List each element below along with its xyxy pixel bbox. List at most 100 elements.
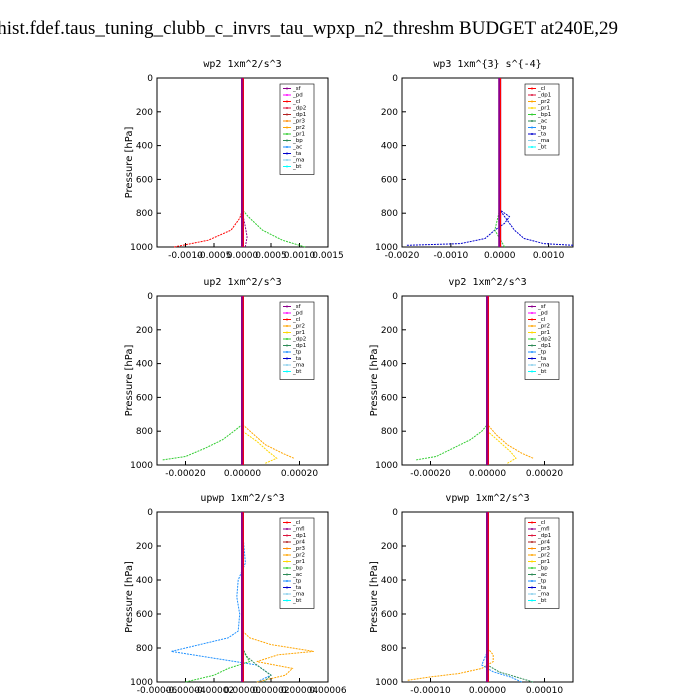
legend-marker [531,547,533,550]
legend-label: _pr1 [292,330,305,336]
series-line [416,296,488,461]
legend-marker [531,87,533,90]
legend-label: _pr4 [537,540,551,546]
legend-marker [531,325,533,327]
legend-label: _tp [537,125,547,131]
y-axis-label: Pressure [hPa] [369,345,380,417]
legend-marker [286,344,288,347]
legend-marker [286,338,288,340]
legend-marker [531,312,533,314]
chart-title: up2 1xm^2/s^3 [203,277,281,288]
x-tick-label: -0.0010 [168,251,203,261]
x-tick-label: -0.00020 [410,469,451,479]
legend-marker [286,94,288,96]
legend-marker [531,364,533,366]
x-tick-label: 0.0005 [255,251,287,261]
y-tick-label: 0 [392,508,398,518]
legend-label: _pr1 [537,106,550,112]
page-title: thist.fdef.taus_tuning_clubb_c_invrs_tau… [0,18,700,48]
y-tick-label: 0 [147,74,153,84]
legend-marker [531,126,533,129]
legend-label: _ma [292,592,304,598]
legend-label: _dp1 [292,343,306,349]
legend-label: _dp1 [537,533,551,539]
legend-label: _tp [537,579,547,585]
y-tick-label: 400 [381,576,398,586]
legend-marker [286,560,288,563]
legend-marker [286,133,288,135]
legend-label: _pr3 [292,119,306,125]
chart-title: vpwp 1xm^2/s^3 [445,493,529,504]
y-tick-label: 0 [147,508,153,518]
legend-marker [531,133,533,135]
legend-marker [286,331,288,334]
legend-label: _dp1 [537,343,551,349]
x-tick-label: 0.00002 [252,686,289,696]
legend-marker [531,305,533,308]
legend-marker [531,521,533,524]
legend-marker [531,560,533,563]
legend-marker [531,534,533,537]
y-tick-label: 600 [136,393,153,403]
y-axis-label: Pressure [hPa] [124,345,135,417]
legend-marker [286,318,288,321]
series-line [406,78,511,246]
legend-marker [286,126,288,129]
legend-marker [286,528,288,530]
legend-label: _pd [292,93,303,99]
x-tick-label: 0.0015 [312,251,344,261]
legend-marker [531,567,533,569]
y-tick-label: 800 [136,427,153,437]
legend-label: _ac [537,572,547,578]
x-tick-label: -0.0010 [433,251,468,261]
legend-marker [531,586,533,589]
legend-label: _ac [292,572,302,578]
legend-label: _pr1 [537,559,550,565]
y-tick-label: 200 [381,108,398,118]
legend-label: _pr3 [537,546,551,552]
legend-marker [286,554,288,556]
x-tick-label: 0.00000 [224,686,261,696]
y-axis-label: Pressure [hPa] [124,561,135,633]
series-line [174,78,243,248]
chart-title: wp3 1xm^{3} s^{-4} [433,59,541,70]
x-tick-label: -0.00010 [410,686,451,696]
legend-label: _pr3 [292,546,306,552]
x-tick-label: -0.00002 [194,686,234,696]
legend-marker [531,146,533,148]
legend-box [279,517,315,609]
legend-label: _dp2 [292,337,306,343]
legend-marker [531,541,533,543]
legend-marker [286,580,288,582]
legend-marker [286,159,288,161]
series-line [242,512,314,683]
x-tick-label: -0.00006 [137,686,178,696]
x-tick-label: 0.00010 [526,686,563,696]
legend-label: _tp [292,350,302,356]
legend-marker [531,120,533,122]
legend-label: _ac [292,145,302,151]
y-tick-label: 200 [136,108,153,118]
legend-marker [286,113,288,116]
y-tick-label: 600 [136,610,153,620]
legend-label: _pr2 [537,553,550,559]
legend-label: _ma [537,592,549,598]
legend-label: _bt [292,598,302,604]
legend-label: _mfl [292,527,305,533]
legend-marker [286,100,288,103]
legend-marker [531,573,533,576]
x-tick-label: 0.00020 [281,469,318,479]
legend-marker [531,554,533,556]
legend-label: _dp1 [537,93,551,99]
series-line [171,512,272,683]
y-tick-label: 600 [381,175,398,185]
legend-label: _ta [537,356,546,362]
legend-label: _dp1 [292,533,306,539]
x-tick-label: 0.0010 [284,251,316,261]
legend-label: _ac [537,119,547,125]
legend-label: _bt [537,598,547,604]
legend-label: _cl [292,520,301,526]
legend-label: _pr2 [292,553,305,559]
y-tick-label: 400 [136,142,153,152]
legend-marker [286,593,288,595]
